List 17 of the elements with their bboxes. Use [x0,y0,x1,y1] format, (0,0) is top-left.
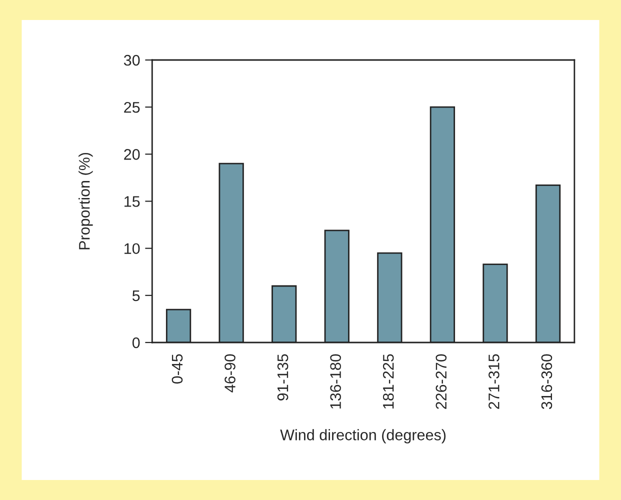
x-tick-label: 91-135 [277,354,288,400]
x-tick-label: 226-270 [436,354,447,409]
y-tick-label: 0 [132,337,140,348]
y-tick-label: 20 [124,149,140,160]
x-tick-label: 316-360 [541,354,552,410]
x-tick-label: 136-180 [330,354,341,409]
x-tick-label: 0-45 [172,354,183,384]
y-tick-label: 25 [124,102,140,113]
x-tick-label: 46-90 [224,354,236,392]
y-axis-title: Proportion (%) [78,152,93,250]
y-tick-label: 30 [124,54,140,66]
x-axis-title: Wind direction (degrees) [280,429,446,444]
y-tick-label: 10 [124,243,140,254]
y-tick-label: 15 [124,196,140,207]
x-tick-label: 181-225 [382,354,394,409]
y-tick-label: 5 [132,290,140,302]
x-tick-label: 271-315 [488,354,500,409]
